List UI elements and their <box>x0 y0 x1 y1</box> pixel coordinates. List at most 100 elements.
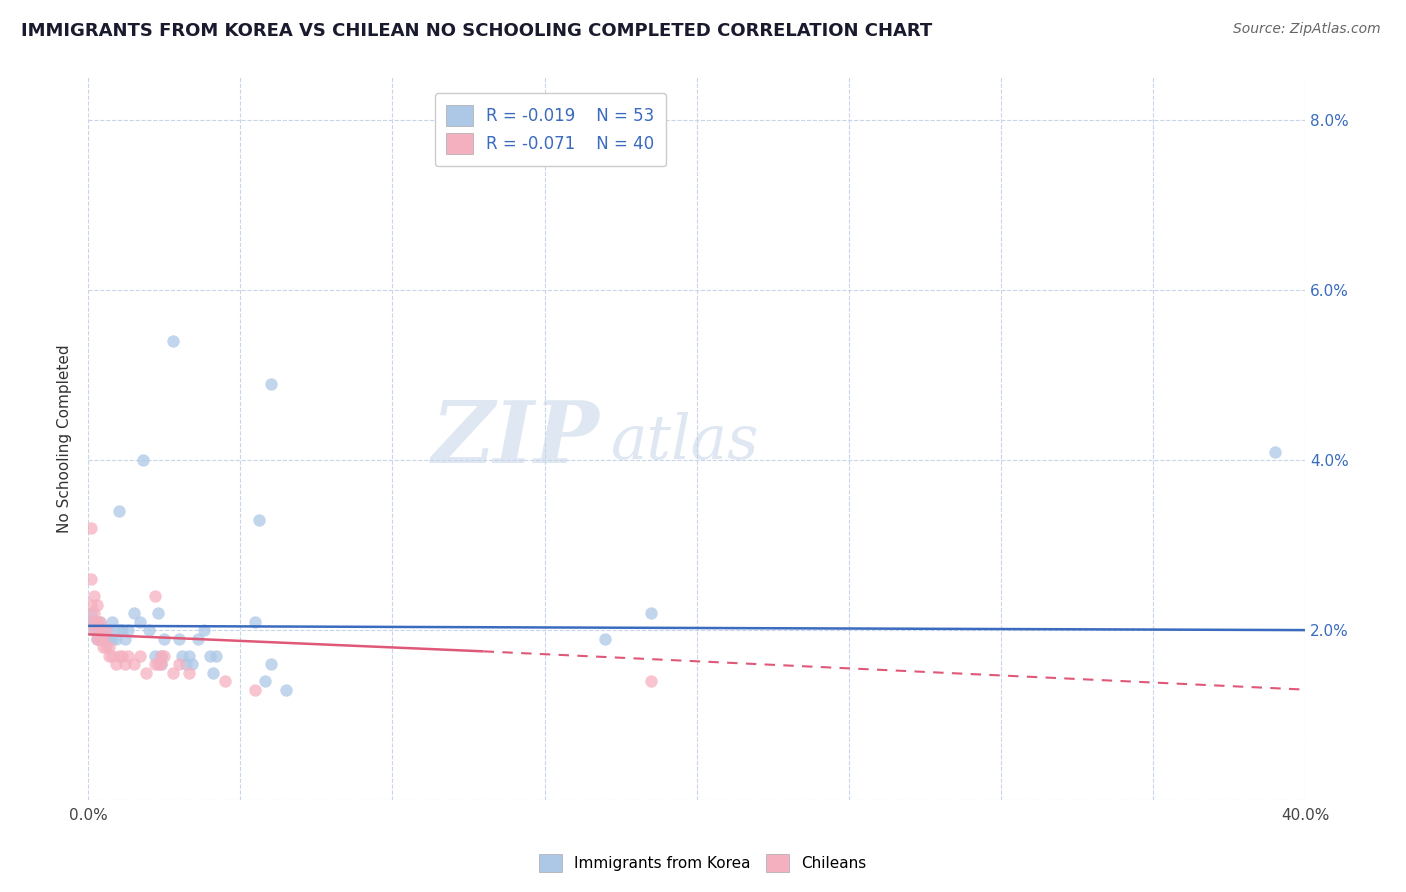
Point <box>132 453 155 467</box>
Point <box>122 606 145 620</box>
Text: IMMIGRANTS FROM KOREA VS CHILEAN NO SCHOOLING COMPLETED CORRELATION CHART: IMMIGRANTS FROM KOREA VS CHILEAN NO SCHO… <box>21 22 932 40</box>
Point <box>114 632 136 646</box>
Point <box>180 657 202 672</box>
Point <box>177 665 200 680</box>
Point <box>110 623 132 637</box>
Point <box>80 615 103 629</box>
Point <box>153 648 176 663</box>
Point <box>198 648 221 663</box>
Point <box>193 623 215 637</box>
Point <box>86 615 108 629</box>
Point <box>80 615 103 629</box>
Point <box>96 623 118 637</box>
Point <box>245 682 267 697</box>
Point <box>86 632 108 646</box>
Point <box>150 657 173 672</box>
Point <box>86 623 108 637</box>
Point <box>247 512 270 526</box>
Legend: R = -0.019    N = 53, R = -0.071    N = 40: R = -0.019 N = 53, R = -0.071 N = 40 <box>434 93 666 166</box>
Point <box>80 521 103 535</box>
Point <box>177 648 200 663</box>
Y-axis label: No Schooling Completed: No Schooling Completed <box>58 344 72 533</box>
Point <box>83 589 105 603</box>
Point <box>146 657 169 672</box>
Point <box>146 606 169 620</box>
Point <box>201 665 224 680</box>
Point <box>98 632 121 646</box>
Point <box>143 589 166 603</box>
Point <box>96 632 118 646</box>
Point <box>101 632 124 646</box>
Point <box>143 657 166 672</box>
Point <box>104 632 127 646</box>
Point <box>172 648 194 663</box>
Point <box>86 598 108 612</box>
Point <box>96 640 118 654</box>
Point <box>83 623 105 637</box>
Point <box>89 615 111 629</box>
Point <box>274 682 297 697</box>
Point <box>128 615 150 629</box>
Point <box>107 623 129 637</box>
Point <box>135 665 157 680</box>
Point <box>595 632 617 646</box>
Text: ZIP: ZIP <box>432 397 599 481</box>
Text: atlas: atlas <box>612 412 759 473</box>
Point <box>122 657 145 672</box>
Point <box>107 648 129 663</box>
Legend: Immigrants from Korea, Chileans: Immigrants from Korea, Chileans <box>531 846 875 880</box>
Point <box>174 657 197 672</box>
Point <box>128 648 150 663</box>
Point <box>86 632 108 646</box>
Point <box>1264 444 1286 458</box>
Point <box>83 615 105 629</box>
Point <box>214 674 236 689</box>
Point <box>150 657 173 672</box>
Point <box>80 598 103 612</box>
Point <box>245 615 267 629</box>
Point <box>640 606 662 620</box>
Point <box>162 334 184 348</box>
Point <box>93 623 115 637</box>
Point <box>107 504 129 518</box>
Point <box>640 674 662 689</box>
Point <box>169 657 191 672</box>
Point <box>169 632 191 646</box>
Point <box>93 632 115 646</box>
Point <box>89 632 111 646</box>
Point <box>205 648 228 663</box>
Point <box>187 632 209 646</box>
Point <box>80 572 103 586</box>
Point <box>101 615 124 629</box>
Point <box>150 648 173 663</box>
Point <box>260 376 283 391</box>
Point <box>98 648 121 663</box>
Point <box>96 623 118 637</box>
Point <box>260 657 283 672</box>
Point <box>86 615 108 629</box>
Point <box>104 657 127 672</box>
Point <box>83 606 105 620</box>
Point <box>253 674 276 689</box>
Point <box>138 623 160 637</box>
Point <box>117 623 139 637</box>
Point <box>150 648 173 663</box>
Point <box>89 615 111 629</box>
Point <box>89 632 111 646</box>
Point <box>114 657 136 672</box>
Point <box>89 623 111 637</box>
Point <box>153 632 176 646</box>
Point <box>80 606 103 620</box>
Text: Source: ZipAtlas.com: Source: ZipAtlas.com <box>1233 22 1381 37</box>
Point <box>83 623 105 637</box>
Point <box>98 640 121 654</box>
Point <box>89 623 111 637</box>
Point <box>101 648 124 663</box>
Point <box>162 665 184 680</box>
Point <box>110 648 132 663</box>
Point <box>117 648 139 663</box>
Point <box>98 623 121 637</box>
Point <box>93 632 115 646</box>
Point <box>143 648 166 663</box>
Point <box>93 640 115 654</box>
